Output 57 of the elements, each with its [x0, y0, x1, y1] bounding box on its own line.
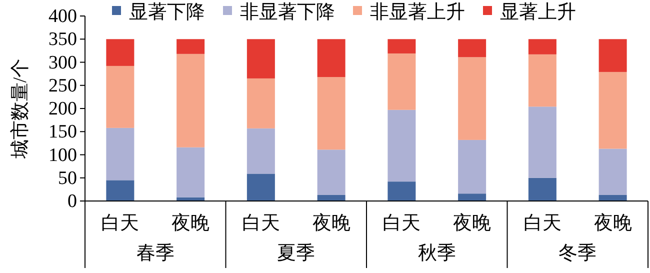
- bar: [317, 77, 346, 150]
- bar: [598, 194, 627, 201]
- y-tick-label: 200: [48, 98, 77, 120]
- bar: [106, 39, 134, 66]
- y-tick-label: 100: [48, 144, 77, 166]
- y-tick-label: 50: [58, 168, 77, 189]
- bar: [458, 140, 486, 194]
- legend-label: 显著下降: [129, 2, 205, 23]
- x-tick-label: 夜晚: [172, 212, 210, 234]
- bar: [317, 150, 346, 195]
- y-tick-label: 250: [48, 75, 77, 96]
- text: 春季: [136, 243, 174, 264]
- x-tick-label: 白天: [382, 213, 421, 234]
- bar: [106, 180, 134, 201]
- y-tick-label: 350: [48, 29, 77, 50]
- legend-label: 非显著下降: [240, 2, 335, 23]
- bar: [106, 66, 134, 128]
- bar: [388, 53, 416, 110]
- y-tick-label: 300: [48, 52, 77, 74]
- y-tick-label: 400: [48, 6, 77, 27]
- bar: [176, 39, 205, 54]
- bar: [246, 39, 275, 78]
- x-tick-label: 夜晚: [594, 212, 632, 234]
- y-axis-title: 城市数量/个: [9, 58, 31, 160]
- bar: [458, 39, 486, 58]
- bar: [317, 194, 346, 201]
- x-tick-label: 白天: [101, 213, 140, 234]
- bar: [388, 39, 416, 54]
- bar: [246, 128, 275, 174]
- bar: [176, 147, 205, 198]
- x-tick-label: 白天: [242, 213, 280, 234]
- text: 冬季: [558, 243, 597, 264]
- bar: [528, 39, 556, 54]
- bar: [598, 39, 627, 72]
- text: 夏季: [277, 243, 316, 264]
- bar: [106, 128, 134, 180]
- bar: [317, 39, 346, 78]
- bar: [458, 194, 486, 201]
- bar: [528, 54, 556, 107]
- legend-label: 显著上升: [500, 2, 576, 23]
- y-tick-label: 0: [68, 191, 77, 212]
- y-tick-label: 150: [48, 122, 77, 143]
- bar: [388, 182, 416, 201]
- bar: [598, 148, 627, 195]
- x-tick-label: 白天: [523, 213, 562, 234]
- legend-label: 非显著上升: [370, 2, 465, 23]
- bar: [388, 110, 416, 182]
- bar: [176, 54, 205, 148]
- bar: [246, 78, 275, 128]
- bar: [458, 57, 486, 140]
- text: 秋季: [418, 243, 456, 264]
- bar: [598, 72, 627, 149]
- x-tick-label: 夜晚: [312, 212, 350, 234]
- x-tick-label: 夜晚: [453, 212, 492, 234]
- bar: [528, 178, 556, 201]
- bar: [246, 174, 275, 201]
- bar: [528, 106, 556, 178]
